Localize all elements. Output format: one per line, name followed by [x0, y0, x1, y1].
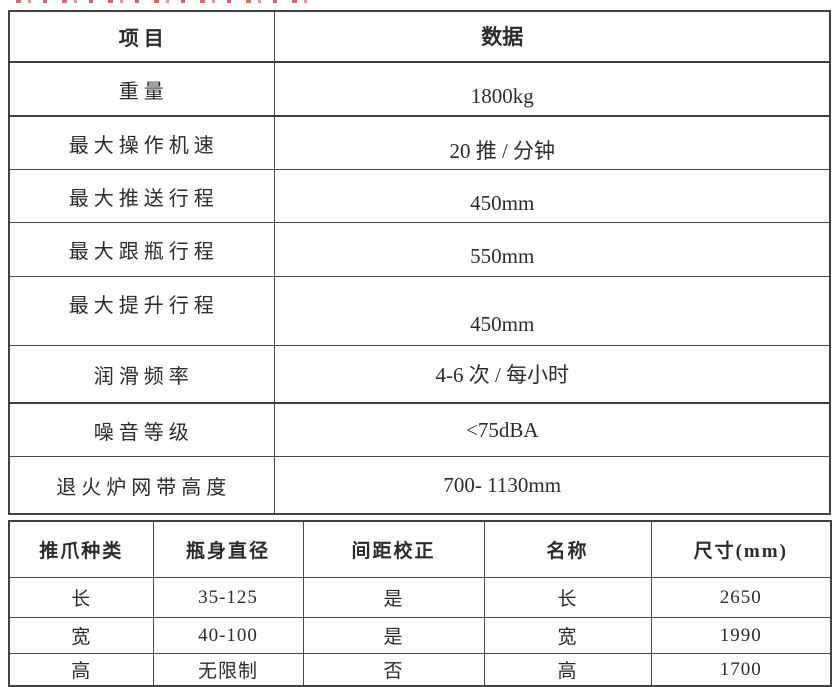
spec-value-max-speed: 20 推 / 分钟	[273, 122, 831, 177]
claw-header-size-mm: 尺寸(mm)	[650, 520, 832, 578]
claw-cell: 1990	[650, 617, 832, 654]
table-row: 宽 40-100 是 宽 1990	[8, 617, 832, 654]
clipped-red-heading-fragment	[16, 0, 308, 3]
spec-label-max-speed: 最大操作机速	[8, 115, 275, 170]
claw-header-bottle-diameter: 瓶身直径	[152, 520, 304, 578]
claw-cell: 40-100	[152, 617, 304, 654]
spec-table-header-row: 项目 数据	[8, 9, 831, 63]
claw-cell: 35-125	[152, 577, 304, 618]
table-row: 最大操作机速 20 推 / 分钟	[8, 115, 831, 177]
spec-label-push-stroke: 最大推送行程	[8, 169, 275, 223]
spec-value-belt-height: 700- 1130mm	[273, 456, 831, 515]
claw-size-table: 推爪种类 瓶身直径 间距校正 名称 尺寸(mm) 长 35-125 是 长 26…	[8, 520, 832, 687]
claw-cell: 高	[483, 653, 652, 687]
claw-cell: 高	[8, 653, 154, 687]
table-row: 最大推送行程 450mm	[8, 169, 831, 230]
table-row: 长 35-125 是 长 2650	[8, 577, 832, 618]
spec-label-lubrication: 润滑频率	[8, 345, 275, 404]
spec-value-noise: <75dBA	[273, 402, 831, 457]
claw-cell: 2650	[650, 577, 832, 618]
spec-label-weight: 重量	[8, 61, 275, 117]
spec-header-item: 项目	[8, 10, 275, 63]
spec-value-follow-stroke: 550mm	[273, 229, 831, 284]
claw-cell: 1700	[650, 653, 832, 687]
claw-cell: 长	[483, 577, 652, 618]
claw-cell: 否	[302, 653, 485, 687]
claw-cell: 是	[302, 577, 485, 618]
spec-header-data: 数据	[273, 9, 831, 62]
table-row: 退火炉网带高度 700- 1130mm	[8, 456, 831, 515]
spec-value-weight: 1800kg	[273, 68, 831, 124]
spec-label-noise: 噪音等级	[8, 402, 275, 457]
spec-label-lift-stroke: 最大提升行程	[8, 268, 275, 338]
table-row: 润滑频率 4-6 次 / 每小时	[8, 345, 831, 404]
claw-header-name: 名称	[483, 520, 652, 578]
claw-cell: 是	[302, 617, 485, 654]
spec-value-push-stroke: 450mm	[273, 176, 831, 230]
claw-header-claw-type: 推爪种类	[8, 520, 154, 578]
claw-table-header-row: 推爪种类 瓶身直径 间距校正 名称 尺寸(mm)	[8, 520, 832, 578]
table-row: 噪音等级 <75dBA	[8, 402, 831, 457]
claw-header-spacing-correction: 间距校正	[302, 520, 485, 578]
spec-value-lubrication: 4-6 次 / 每小时	[273, 345, 831, 404]
claw-cell: 宽	[8, 617, 154, 654]
table-row: 高 无限制 否 高 1700	[8, 653, 832, 687]
spec-label-belt-height: 退火炉网带高度	[8, 456, 275, 515]
claw-cell: 长	[8, 577, 154, 618]
spec-table: 项目 数据 重量 1800kg 最大操作机速 20 推 / 分钟 最大推送行程 …	[8, 9, 831, 515]
claw-cell: 无限制	[152, 653, 304, 687]
table-row: 重量 1800kg	[8, 61, 831, 124]
table-row: 最大提升行程 450mm	[8, 268, 831, 359]
spec-label-follow-stroke: 最大跟瓶行程	[8, 222, 275, 277]
claw-cell: 宽	[483, 617, 652, 654]
table-row: 最大跟瓶行程 550mm	[8, 222, 831, 284]
